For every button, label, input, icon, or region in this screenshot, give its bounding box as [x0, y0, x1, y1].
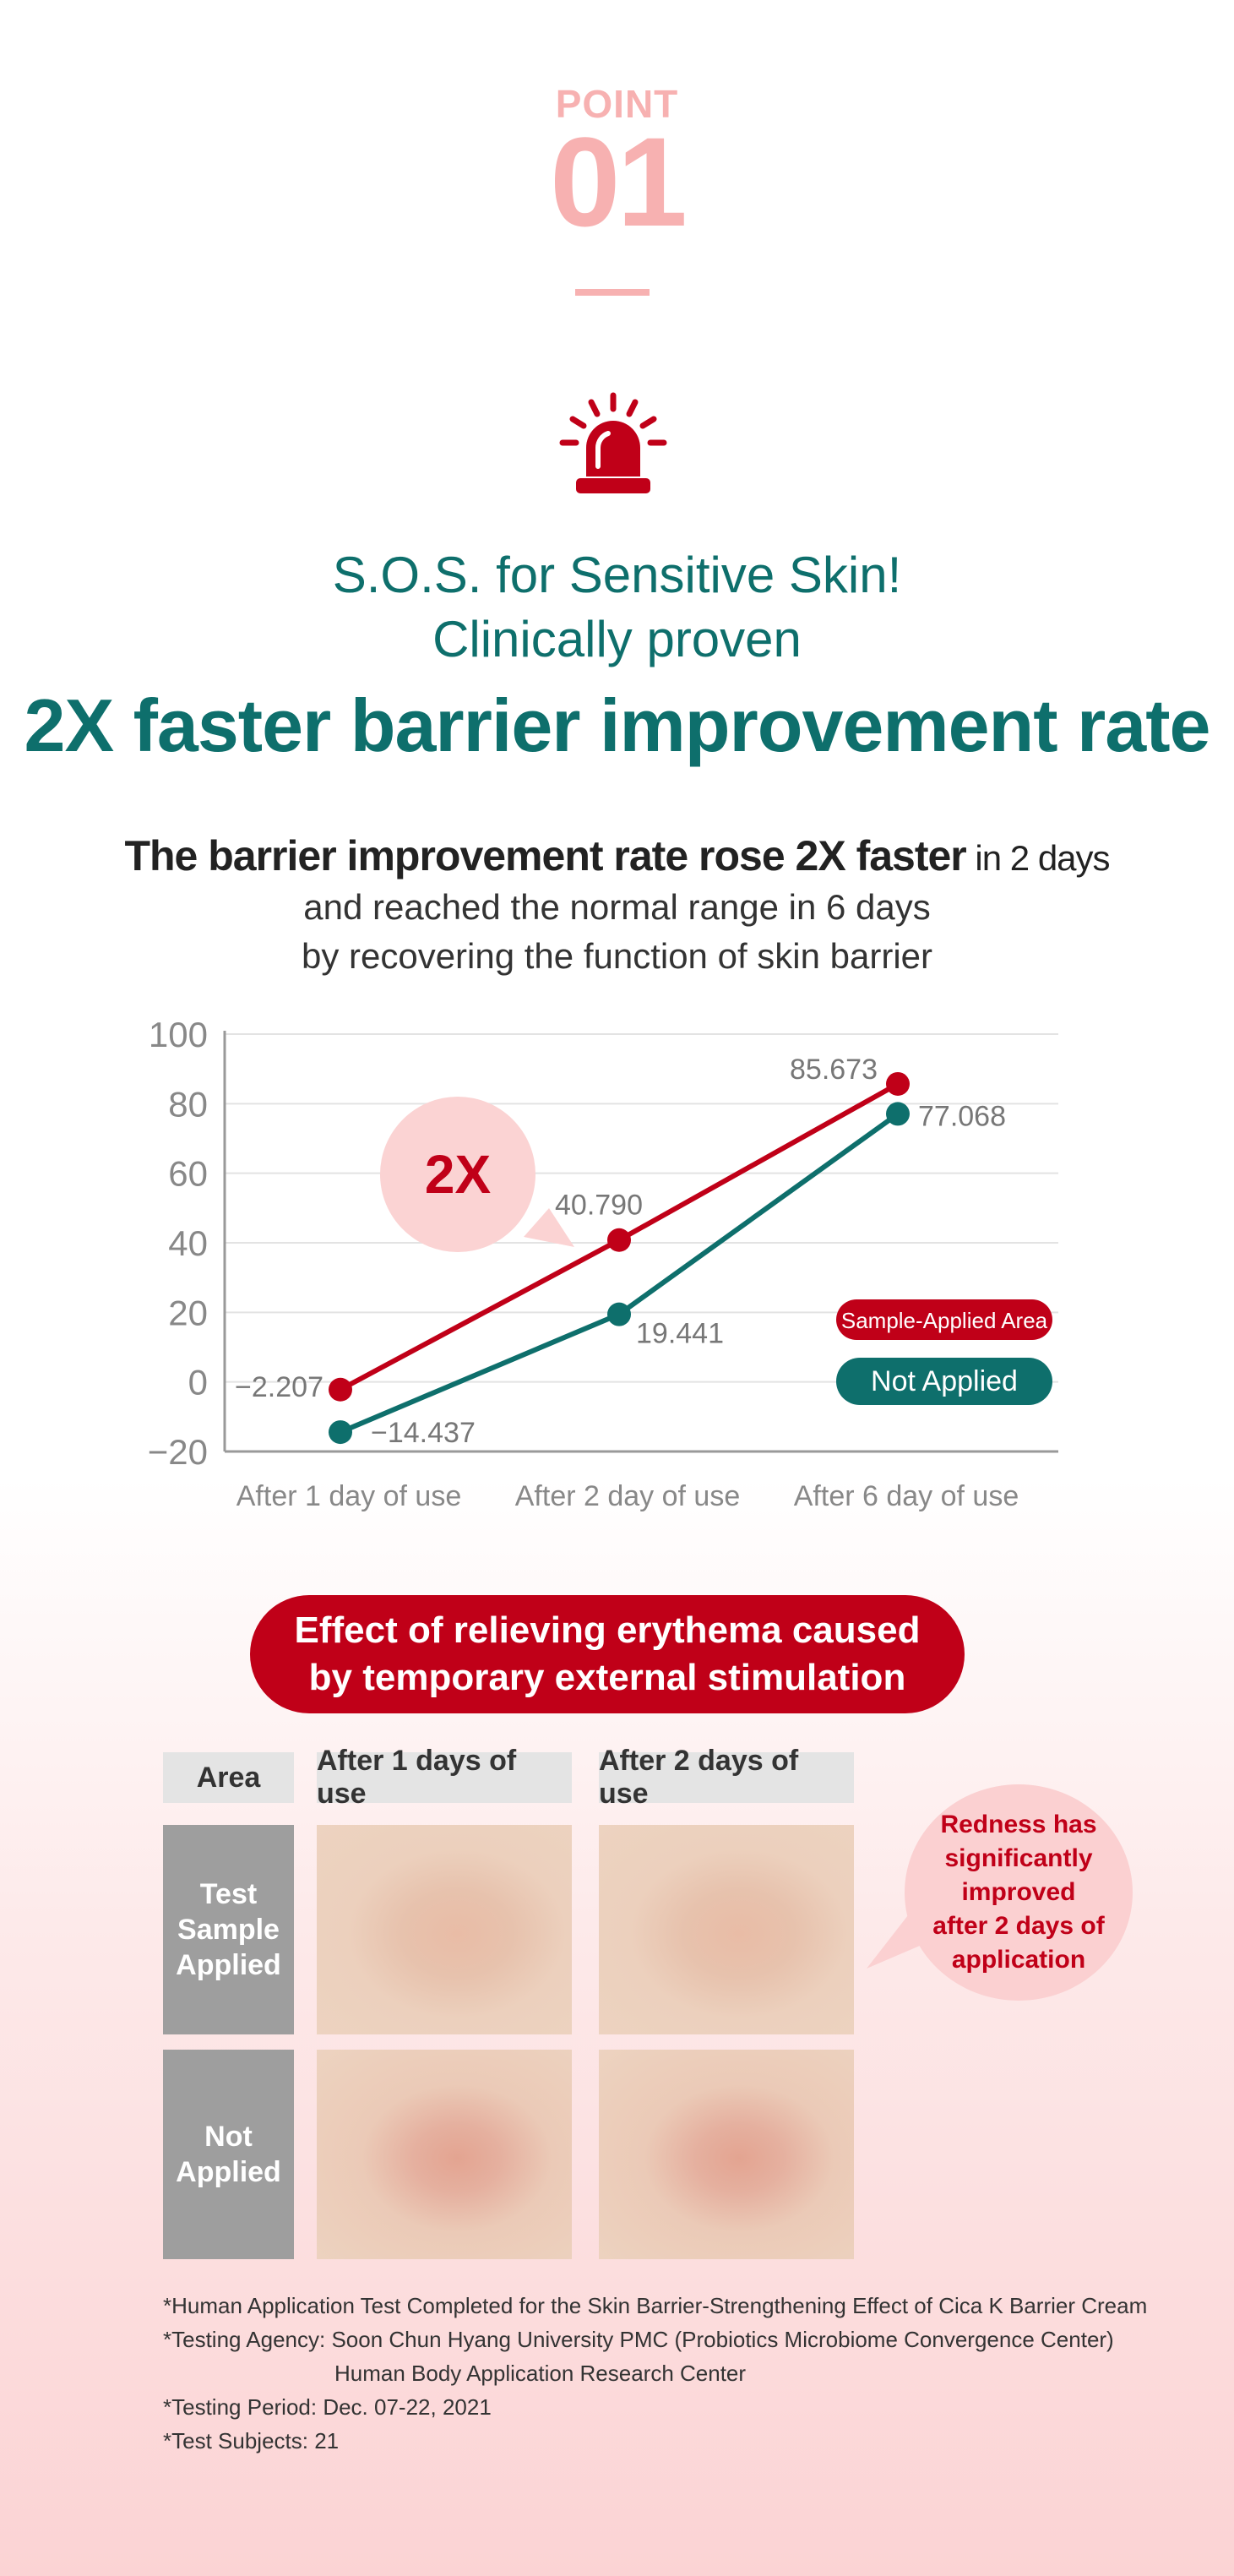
skin-photo-applied-day2 [599, 1825, 854, 2034]
skin-photo-not-applied-day1 [317, 2050, 572, 2259]
point-number: 01 [550, 111, 688, 253]
subtitle-line-2: and reached the normal range in 6 days [303, 887, 931, 927]
chart-legend: Sample-Applied Area Not Applied [836, 1299, 1052, 1405]
data-label: 19.441 [636, 1318, 724, 1350]
annotation-bubble-tail [524, 1208, 574, 1247]
point-label: POINT [555, 82, 679, 126]
erythema-banner: Effect of relieving erythema caused by t… [250, 1595, 965, 1713]
footnote-agency: *Testing Agency: Soon Chun Hyang Univers… [163, 2327, 1114, 2352]
row-label-line: Applied [176, 1949, 281, 1981]
footnote-agency-2: Human Body Application Research Center [334, 2361, 747, 2386]
callout-line: Redness has [940, 1811, 1097, 1838]
chart-annotation: 2X [380, 1097, 574, 1252]
data-point [886, 1071, 910, 1096]
alarm-siren-icon [559, 392, 667, 493]
headline-main: 2X faster barrier improvement rate [24, 683, 1211, 767]
subtitle-line-1: The barrier improvement rate rose 2X fas… [0, 831, 1234, 880]
column-header-day1: After 1 days of use [317, 1745, 572, 1810]
footnote-subjects: *Test Subjects: 21 [163, 2428, 340, 2453]
data-point [607, 1302, 631, 1326]
headline-line-2: Clinically proven [432, 611, 802, 667]
callout-line: application [951, 1946, 1086, 1974]
footnote-test: *Human Application Test Completed for th… [163, 2293, 1148, 2318]
x-tick-label: After 1 day of use [236, 1480, 462, 1512]
callout-line: improved [961, 1878, 1076, 1906]
y-tick-label: 80 [168, 1084, 208, 1124]
y-tick-label: 100 [149, 1015, 208, 1054]
erythema-title-line-2: by temporary external stimulation [308, 1657, 906, 1698]
legend-pill-not-applied [836, 1358, 1052, 1405]
barrier-line-chart: 100 80 60 40 20 0 −20 After 1 day of use After 2… [148, 1015, 1058, 1512]
data-point [329, 1420, 352, 1445]
point-divider [575, 289, 650, 296]
skin-photo-applied-day1 [317, 1825, 572, 2034]
annotation-bubble [380, 1097, 535, 1252]
data-point [607, 1228, 631, 1252]
y-tick-label: 60 [168, 1154, 208, 1194]
data-label: −14.437 [371, 1417, 476, 1449]
x-tick-label: After 2 day of use [515, 1480, 741, 1512]
subtitle-light: in 2 days [965, 838, 1110, 878]
redness-callout: Redness has significantly improved after… [905, 1784, 1133, 2001]
y-tick-label: 40 [168, 1223, 208, 1263]
data-label: −2.207 [235, 1371, 323, 1403]
row-label-line: Applied [176, 2156, 281, 2188]
chart-labels: −2.207 40.790 85.673 −14.437 19.441 77.068 [235, 1054, 1006, 1449]
data-label: 40.790 [555, 1190, 643, 1222]
skin-photo-not-applied-day2 [599, 2050, 854, 2259]
chart-axes: 100 80 60 40 20 0 −20 After 1 day of use After 2… [148, 1015, 1058, 1512]
data-label: 77.068 [918, 1100, 1006, 1132]
subtitle-line-3: by recovering the function of skin barri… [301, 936, 933, 976]
column-header-area: Area [163, 1752, 294, 1803]
row-header-test-sample-applied: Test Sample Applied [163, 1825, 294, 2034]
y-tick-label: 20 [168, 1293, 208, 1332]
y-tick-label: −20 [148, 1432, 208, 1472]
column-header-day2: After 2 days of use [599, 1745, 854, 1810]
y-tick-label: 0 [188, 1363, 208, 1402]
row-label-line: Sample [177, 1914, 280, 1946]
legend-label-sample: Sample-Applied Area [841, 1308, 1048, 1333]
row-header-not-applied: Not Applied [163, 2050, 294, 2259]
callout-line: significantly [944, 1844, 1093, 1872]
row-label-line: Test [199, 1878, 258, 1910]
legend-pill-sample [836, 1299, 1052, 1340]
headline-line-1: S.O.S. for Sensitive Skin! [332, 547, 902, 603]
erythema-title-line-1: Effect of relieving erythema caused [294, 1609, 921, 1651]
callout-line: after 2 days of [932, 1912, 1105, 1940]
data-point [329, 1377, 352, 1402]
subtitle-bold: The barrier improvement rate rose 2X fas… [124, 832, 966, 880]
x-tick-label: After 6 day of use [794, 1480, 1019, 1512]
legend-label-not-applied: Not Applied [871, 1365, 1018, 1397]
chart-series [329, 1071, 910, 1445]
row-label-line: Not [204, 2121, 253, 2153]
annotation-2x-label: 2X [425, 1144, 492, 1205]
footnote-period: *Testing Period: Dec. 07-22, 2021 [163, 2394, 492, 2420]
data-label: 85.673 [790, 1054, 878, 1086]
data-point [886, 1102, 910, 1126]
